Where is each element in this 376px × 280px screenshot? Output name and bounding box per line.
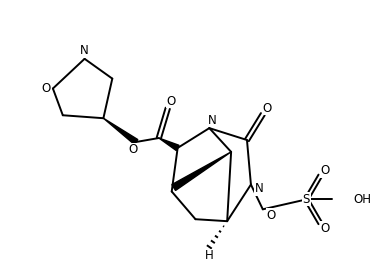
- Polygon shape: [172, 152, 231, 190]
- Text: O: O: [41, 82, 51, 95]
- Text: O: O: [262, 102, 271, 115]
- Polygon shape: [103, 118, 138, 144]
- Text: O: O: [129, 143, 138, 157]
- Text: O: O: [321, 221, 330, 235]
- Text: OH: OH: [353, 193, 371, 206]
- Text: N: N: [80, 45, 89, 57]
- Text: S: S: [303, 193, 310, 206]
- Text: N: N: [255, 182, 263, 195]
- Text: O: O: [166, 95, 175, 108]
- Polygon shape: [159, 138, 179, 151]
- Text: N: N: [208, 114, 217, 127]
- Text: O: O: [321, 164, 330, 177]
- Text: H: H: [205, 249, 214, 262]
- Text: O: O: [266, 209, 275, 222]
